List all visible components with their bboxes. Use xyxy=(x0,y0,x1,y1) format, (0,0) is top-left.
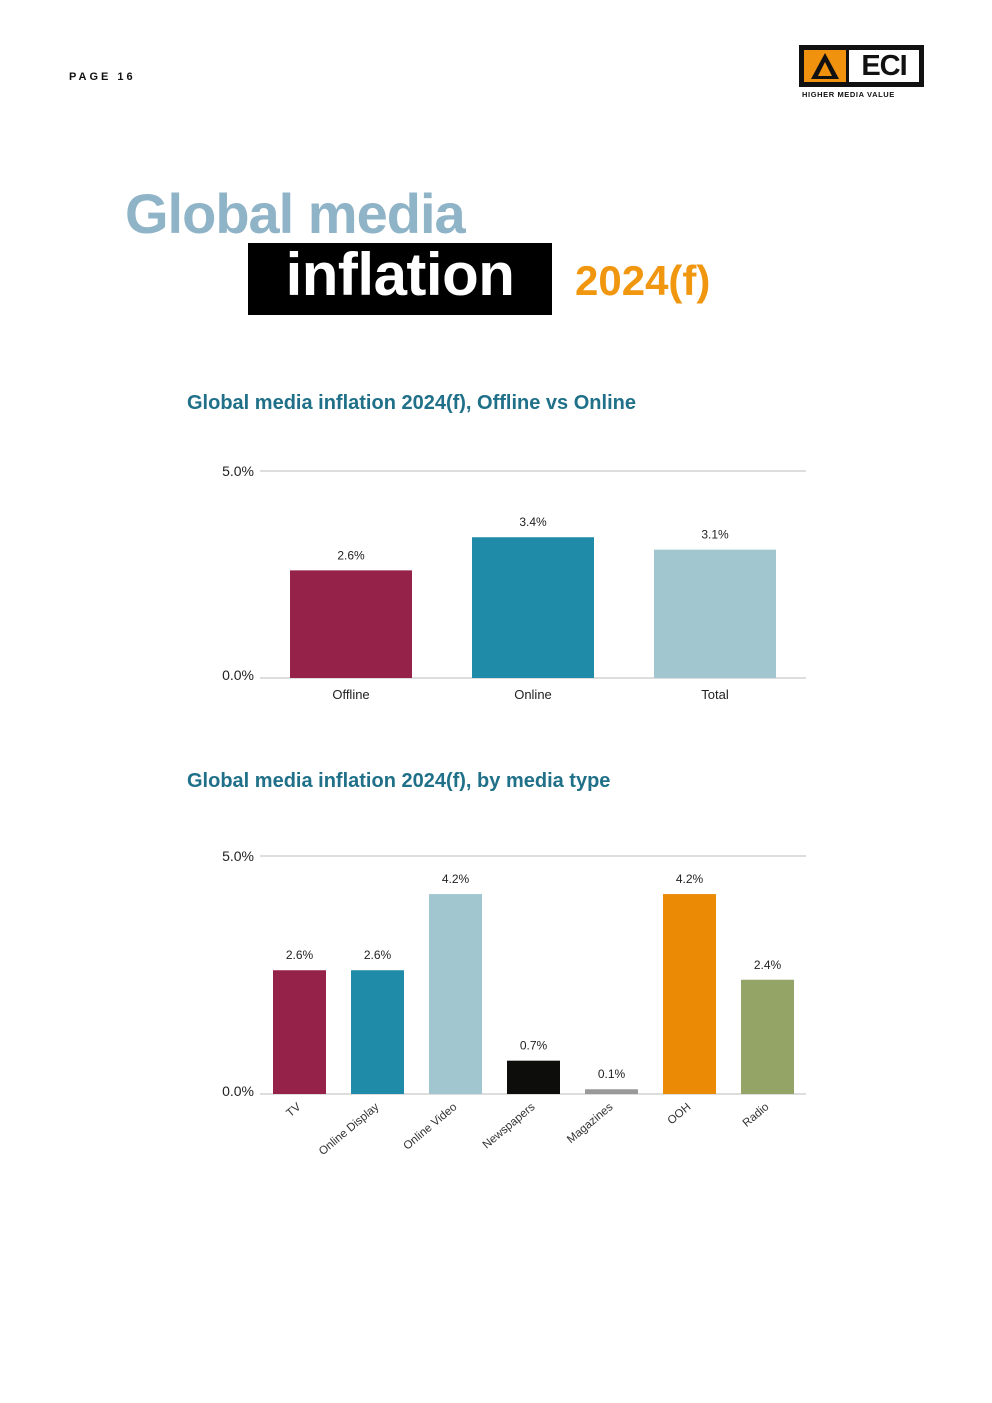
category-label-newspapers: Newspapers xyxy=(481,1101,538,1151)
bar-ooh xyxy=(663,894,716,1094)
category-label-radio: Radio xyxy=(741,1101,772,1130)
category-label-magazines: Magazines xyxy=(565,1101,616,1146)
data-label-offline: 2.6% xyxy=(337,548,365,562)
hero-title-box: inflation xyxy=(248,243,552,315)
category-label-total: Total xyxy=(701,687,729,702)
hero-title-line1: Global media xyxy=(125,182,466,245)
data-label-newspapers: 0.7% xyxy=(520,1039,548,1053)
bar-online xyxy=(472,537,594,678)
category-label-online: Online xyxy=(514,687,552,702)
data-label-total: 3.1% xyxy=(701,528,729,542)
category-label-online-video: Online Video xyxy=(401,1101,459,1152)
eci-logo: ECI HIGHER MEDIA VALUE xyxy=(799,45,924,101)
logo-frame: ECI xyxy=(799,45,924,87)
page-number: PAGE 16 xyxy=(69,71,136,83)
y-tick-label: 0.0% xyxy=(222,667,254,683)
bar-offline xyxy=(290,570,412,678)
category-label-offline: Offline xyxy=(332,687,369,702)
data-label-online-display: 2.6% xyxy=(364,948,392,962)
bar-magazines xyxy=(585,1089,638,1094)
chart-offline-online: 0.0% 5.0% 2.6% Offline 3.4% Online 3.1% Total xyxy=(222,463,806,702)
logo-wordmark: ECI xyxy=(849,50,919,82)
data-label-tv: 2.6% xyxy=(286,948,314,962)
logo-a-icon xyxy=(804,50,846,82)
hero-year: 2024(f) xyxy=(575,257,711,304)
y-tick-label: 5.0% xyxy=(222,463,254,479)
chart-title-media-type: Global media inflation 2024(f), by media… xyxy=(187,770,611,792)
bar-total xyxy=(654,549,776,678)
y-tick-label: 5.0% xyxy=(222,848,254,864)
data-label-online: 3.4% xyxy=(519,515,547,529)
chart-media-type: 0.0% 5.0% 2.6% TV 2.6% Online Display 4.2% Onli… xyxy=(222,848,806,1158)
bar-tv xyxy=(273,970,326,1094)
bar-newspapers xyxy=(507,1060,560,1094)
category-label-online-display: Online Display xyxy=(317,1101,382,1158)
data-label-ooh: 4.2% xyxy=(676,872,704,886)
logo-tagline: HIGHER MEDIA VALUE xyxy=(802,90,895,99)
bar-online-display xyxy=(351,970,404,1094)
chart-title-offline-online: Global media inflation 2024(f), Offline … xyxy=(187,392,636,414)
category-label-tv: TV xyxy=(284,1101,303,1120)
bar-online-video xyxy=(429,894,482,1094)
data-label-magazines: 0.1% xyxy=(598,1067,626,1081)
bar-radio xyxy=(741,979,794,1094)
data-label-radio: 2.4% xyxy=(754,958,782,972)
category-label-ooh: OOH xyxy=(666,1101,694,1127)
data-label-online-video: 4.2% xyxy=(442,872,470,886)
hero-title-line2: inflation xyxy=(285,241,515,308)
y-tick-label: 0.0% xyxy=(222,1083,254,1099)
